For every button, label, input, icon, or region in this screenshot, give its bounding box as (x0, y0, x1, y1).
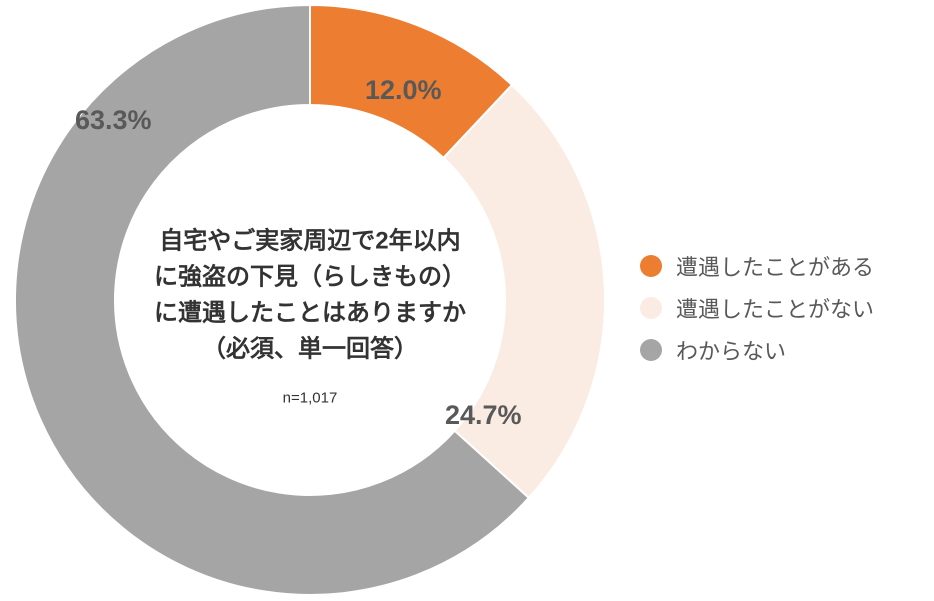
chart-legend: 遭遇したことがある 遭遇したことがない わからない (640, 250, 874, 376)
pct-label-1: 24.7% (445, 400, 522, 431)
legend-item: 遭遇したことがない (640, 292, 874, 324)
legend-item: わからない (640, 334, 874, 366)
legend-label-2: わからない (676, 334, 786, 366)
legend-swatch-2 (640, 339, 662, 361)
pct-label-2: 63.3% (75, 105, 152, 136)
legend-item: 遭遇したことがある (640, 250, 874, 282)
legend-label-0: 遭遇したことがある (676, 250, 874, 282)
pct-label-0: 12.0% (365, 75, 442, 106)
legend-swatch-0 (640, 255, 662, 277)
legend-swatch-1 (640, 297, 662, 319)
donut-chart: 自宅やご実家周辺で2年以内に強盗の下見（らしきもの）に遭遇したことはありますか（… (15, 5, 605, 595)
legend-label-1: 遭遇したことがない (676, 292, 874, 324)
donut-svg (15, 5, 605, 595)
